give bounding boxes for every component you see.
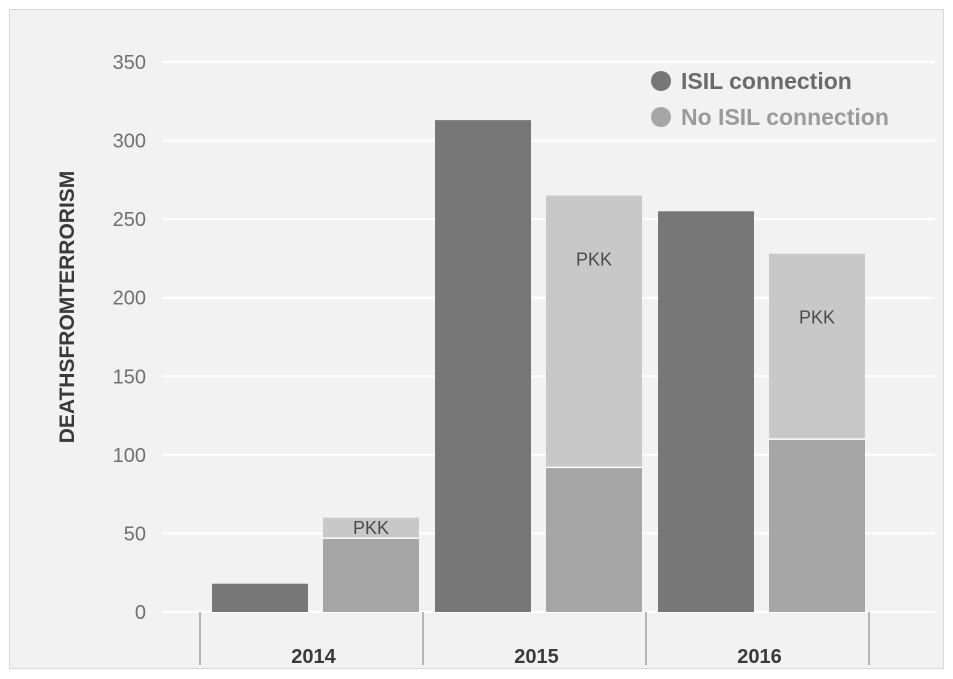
segment-label-pkk: PKK [353, 518, 389, 538]
legend: ISIL connection No ISIL connection [651, 68, 889, 130]
bar-segment-pkk-2015 [546, 195, 642, 468]
y-tick-label: 200 [113, 288, 146, 310]
legend-marker-no-isil [651, 107, 671, 127]
bar-isil-2016 [658, 211, 754, 613]
legend-label-isil: ISIL connection [681, 68, 852, 94]
bars: PKK PKK PKK [212, 120, 865, 613]
segment-label-pkk: PKK [799, 308, 835, 328]
y-tick-label: 350 [113, 52, 146, 74]
bar-segment-no-isil-2014 [323, 538, 419, 612]
legend-marker-isil [651, 71, 671, 91]
y-tick-label: 300 [113, 131, 146, 153]
bar-segment-pkk-2016 [769, 253, 865, 440]
y-axis-label: DEATHSFROMTERRORISM [56, 171, 79, 444]
y-tick-label: 0 [135, 602, 146, 624]
bar-segment-no-isil-2016 [769, 439, 865, 612]
legend-label-no-isil: No ISIL connection [681, 104, 889, 130]
x-axis: 2014 2015 2016 [199, 612, 870, 668]
bar-segment-no-isil-2015 [546, 467, 642, 612]
bar-isil-2014 [212, 583, 308, 612]
y-tick-label: 250 [113, 209, 146, 231]
bar-isil-2015 [435, 120, 531, 613]
bar-segment-pkk-2014 [323, 517, 419, 539]
y-tick-labels: 0 50 100 150 200 250 300 350 [113, 52, 146, 624]
x-tick-label: 2015 [514, 646, 559, 668]
y-tick-label: 150 [113, 366, 146, 388]
segment-label-pkk: PKK [576, 250, 612, 270]
y-tick-label: 100 [113, 445, 146, 467]
y-tick-label: 50 [124, 523, 146, 545]
x-tick-label: 2014 [291, 646, 336, 668]
x-tick-label: 2016 [737, 646, 782, 668]
